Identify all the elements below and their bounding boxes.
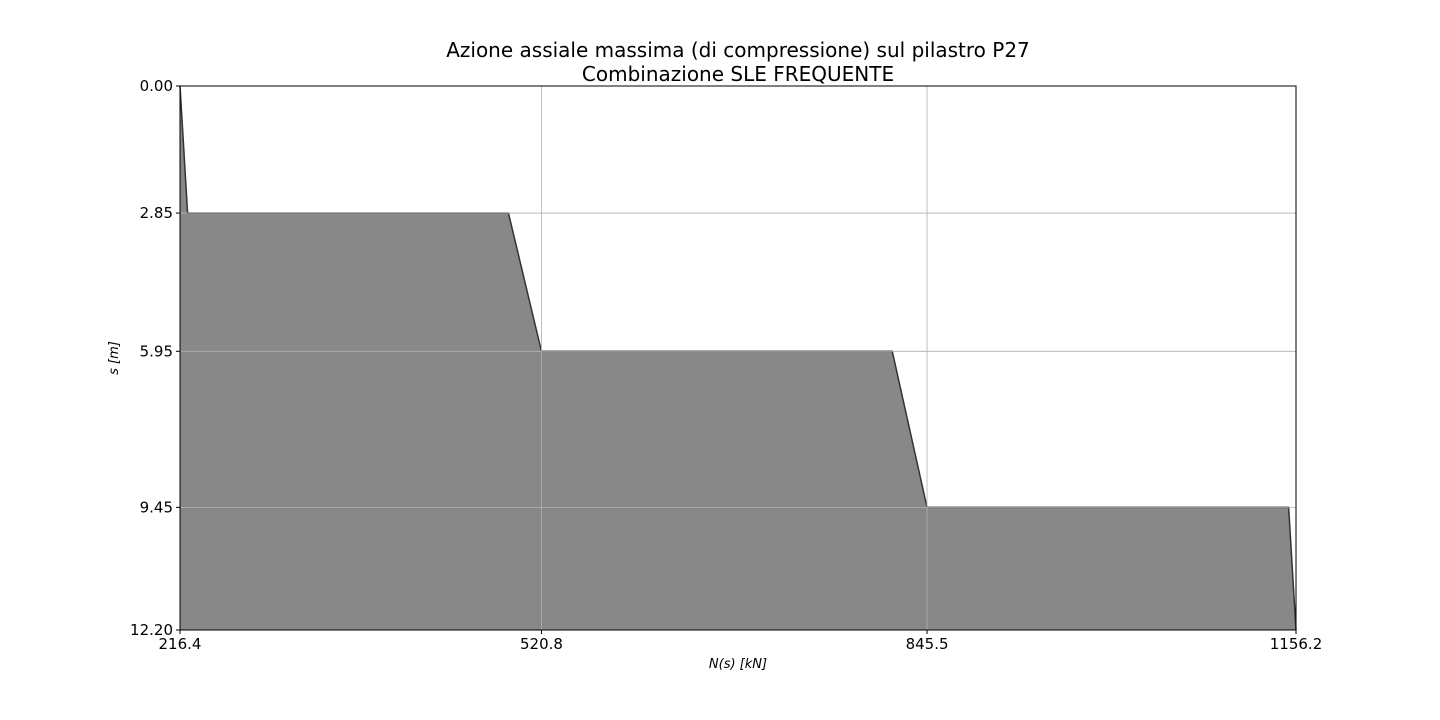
y-tick-label: 9.45 bbox=[140, 498, 173, 516]
chart-title: Azione assiale massima (di compressione)… bbox=[446, 38, 1030, 62]
area-fill bbox=[180, 86, 1296, 630]
x-tick-label: 1156.2 bbox=[1270, 635, 1323, 653]
y-axis-label: s [m] bbox=[107, 341, 122, 375]
area-series bbox=[179, 85, 1297, 631]
y-tick-label: 12.20 bbox=[130, 621, 173, 639]
chart-subtitle: Combinazione SLE FREQUENTE bbox=[581, 62, 895, 86]
x-axis-label: N(s) [kN] bbox=[709, 657, 767, 672]
x-tick-label: 520.8 bbox=[520, 635, 563, 653]
y-tick-label: 0.00 bbox=[140, 77, 173, 95]
x-tick-label: 845.5 bbox=[906, 635, 949, 653]
chart-title-block: Azione assiale massima (di compressione)… bbox=[180, 38, 1296, 86]
plot-frame bbox=[179, 85, 1297, 631]
y-tick-label: 5.95 bbox=[140, 342, 173, 360]
ticks: 216.4 520.8 845.5 1156.2 0.00 2.85 5.95 9.45 12.… bbox=[130, 77, 1322, 653]
x-tick-label: 216.4 bbox=[159, 635, 202, 653]
y-tick-label: 2.85 bbox=[140, 204, 173, 222]
